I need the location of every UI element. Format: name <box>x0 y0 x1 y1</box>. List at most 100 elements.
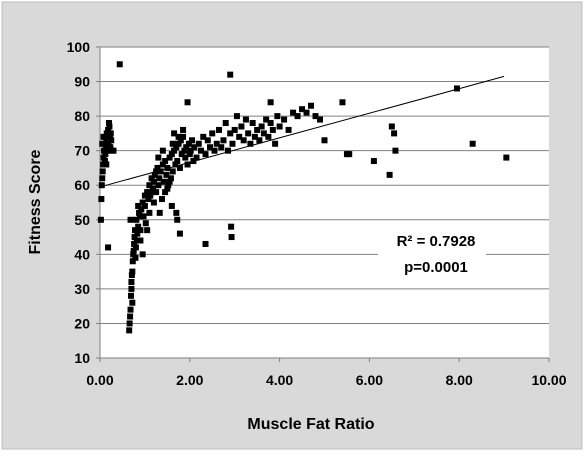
data-point <box>317 117 323 123</box>
data-point <box>167 179 173 185</box>
x-tick-label: 4.00 <box>266 372 293 388</box>
data-point <box>128 307 134 313</box>
x-tick-label: 6.00 <box>356 372 383 388</box>
data-point <box>232 127 238 133</box>
data-point <box>304 110 310 116</box>
data-point <box>117 61 123 67</box>
data-point <box>101 134 107 140</box>
data-point <box>137 227 143 233</box>
data-point <box>295 113 301 119</box>
data-point <box>229 234 235 240</box>
data-point <box>223 120 229 126</box>
y-tick-label: 10 <box>74 350 90 366</box>
data-point <box>339 99 345 105</box>
data-point <box>106 123 112 129</box>
data-point <box>126 327 132 333</box>
data-point <box>149 189 155 195</box>
y-tick-label: 70 <box>74 143 90 159</box>
data-point <box>155 155 161 161</box>
y-tick-label: 40 <box>74 246 90 262</box>
data-point <box>180 127 186 133</box>
y-tick-label: 50 <box>74 212 90 228</box>
data-point <box>177 231 183 237</box>
data-point <box>220 137 226 143</box>
data-point <box>173 210 179 216</box>
p-value-label: p=0.0001 <box>404 259 468 276</box>
data-point <box>170 168 176 174</box>
data-point <box>128 279 134 285</box>
data-point <box>243 117 249 123</box>
data-point <box>176 134 182 140</box>
data-point <box>227 72 233 78</box>
data-point <box>234 113 240 119</box>
data-point <box>392 148 398 154</box>
data-point <box>99 141 105 147</box>
data-point <box>127 320 133 326</box>
data-point <box>99 182 105 188</box>
data-point <box>216 127 222 133</box>
data-point <box>211 148 217 154</box>
data-point <box>259 123 265 129</box>
data-point <box>103 161 109 167</box>
data-point <box>137 238 143 244</box>
data-point <box>371 158 377 164</box>
y-tick-label: 30 <box>74 281 90 297</box>
data-point <box>157 210 163 216</box>
data-point <box>229 141 235 147</box>
data-point <box>185 99 191 105</box>
data-point <box>281 117 287 123</box>
data-point <box>128 286 134 292</box>
data-point <box>308 103 314 109</box>
data-point <box>128 217 134 223</box>
data-point <box>346 151 352 157</box>
data-point <box>127 314 133 320</box>
y-tick-label: 100 <box>67 39 91 55</box>
data-point <box>196 141 202 147</box>
y-tick-label: 60 <box>74 177 90 193</box>
data-point <box>277 123 283 129</box>
data-point <box>98 196 104 202</box>
data-point <box>245 130 251 136</box>
data-point <box>110 148 116 154</box>
x-tick-label: 0.00 <box>86 372 113 388</box>
data-point <box>205 137 211 143</box>
data-point <box>241 137 247 143</box>
data-point <box>250 120 256 126</box>
data-point <box>272 141 278 147</box>
data-point <box>105 244 111 250</box>
data-point <box>142 203 148 209</box>
data-point <box>322 137 328 143</box>
data-point <box>228 224 234 230</box>
data-point <box>238 123 244 129</box>
data-point <box>189 137 195 143</box>
data-point <box>174 158 180 164</box>
data-point <box>133 244 139 250</box>
data-point <box>209 130 215 136</box>
data-point <box>129 300 135 306</box>
data-point <box>146 210 152 216</box>
y-tick-label: 20 <box>74 315 90 331</box>
data-point <box>169 203 175 209</box>
y-axis-title: Fitness Score <box>27 149 44 254</box>
x-axis-title: Muscle Fat Ratio <box>247 416 374 433</box>
data-point <box>174 217 180 223</box>
data-point <box>108 130 114 136</box>
data-point <box>164 186 170 192</box>
data-point <box>218 144 224 150</box>
y-tick-label: 90 <box>74 74 90 90</box>
x-tick-label: 2.00 <box>176 372 203 388</box>
data-point <box>143 220 149 226</box>
data-point <box>159 196 165 202</box>
data-point <box>160 148 166 154</box>
data-point <box>99 175 105 181</box>
data-point <box>503 155 509 161</box>
data-point <box>170 141 176 147</box>
data-point <box>129 269 135 275</box>
data-point <box>470 141 476 147</box>
data-point <box>203 151 209 157</box>
data-point <box>144 227 150 233</box>
data-point <box>268 99 274 105</box>
data-point <box>270 127 276 133</box>
data-point <box>141 213 147 219</box>
